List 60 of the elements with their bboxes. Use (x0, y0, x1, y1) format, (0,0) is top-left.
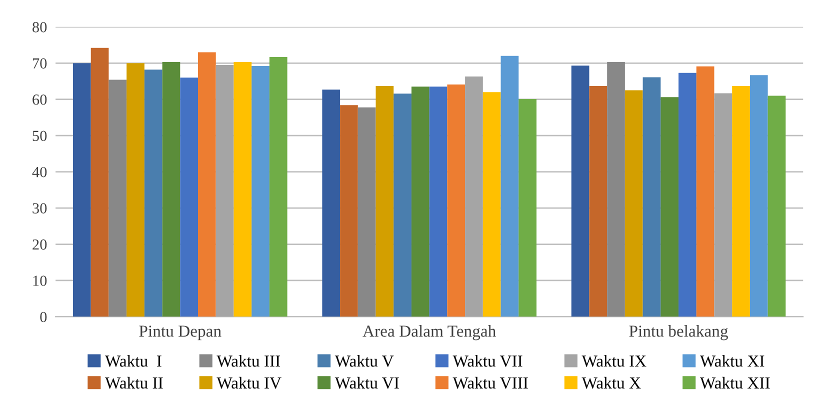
x-tick-label: Pintu Depan (139, 326, 222, 340)
bar (358, 107, 376, 317)
bar (376, 86, 394, 317)
y-tick-label: 0 (40, 312, 47, 322)
bar (607, 62, 625, 317)
bar (642, 77, 661, 317)
y-tick-label: 50 (32, 130, 47, 142)
legend-label: Waktu IV (216, 376, 282, 389)
bar (162, 62, 180, 317)
bar (269, 56, 288, 317)
bar (660, 97, 679, 317)
legend-label: Waktu XII (700, 376, 770, 389)
bar (144, 70, 162, 317)
legend-label: Waktu X (582, 376, 641, 389)
y-tick-label: 70 (32, 58, 47, 69)
bar (589, 86, 608, 317)
bar (500, 56, 519, 317)
legend-label: Waktu IX (582, 354, 646, 367)
legend-label: Waktu II (105, 376, 163, 389)
y-tick-label: 10 (33, 276, 47, 286)
x-tick-label: Pintu belakang (629, 325, 728, 340)
bar (73, 63, 91, 317)
bar (571, 66, 590, 317)
legend-label: Waktu XI (700, 354, 764, 367)
bar (768, 96, 786, 317)
bar (624, 90, 643, 317)
legend-label: Waktu I (105, 354, 162, 367)
x-tick-label: Area Dalam Tengah (362, 325, 496, 340)
bar (340, 105, 358, 317)
bar (394, 94, 412, 317)
legend-label: Waktu VIII (452, 376, 528, 389)
bar (198, 52, 216, 317)
bar (732, 86, 750, 317)
bar (234, 62, 252, 317)
bar (411, 86, 430, 317)
legend-label: Waktu V (334, 354, 394, 367)
bar (678, 72, 696, 317)
bar (465, 76, 483, 317)
y-tick-label: 80 (32, 22, 47, 32)
bar (180, 78, 198, 317)
bar (429, 86, 448, 317)
legend-label: Waktu VII (452, 354, 522, 367)
bar (108, 80, 127, 317)
bar (322, 90, 340, 317)
bar (216, 64, 234, 317)
y-tick-label: 60 (32, 94, 47, 105)
bar (696, 66, 714, 317)
bar (482, 92, 501, 317)
bar (90, 48, 109, 317)
bar (750, 75, 768, 317)
bar (252, 66, 270, 317)
y-tick-label: 30 (32, 203, 47, 214)
bar (447, 84, 466, 317)
y-tick-label: 40 (32, 166, 47, 178)
bar (518, 99, 536, 317)
bar (126, 63, 144, 317)
legend-label: Waktu VI (334, 376, 399, 389)
y-tick-label: 20 (32, 239, 47, 250)
legend-label: Waktu III (216, 354, 280, 367)
bar (714, 93, 732, 317)
